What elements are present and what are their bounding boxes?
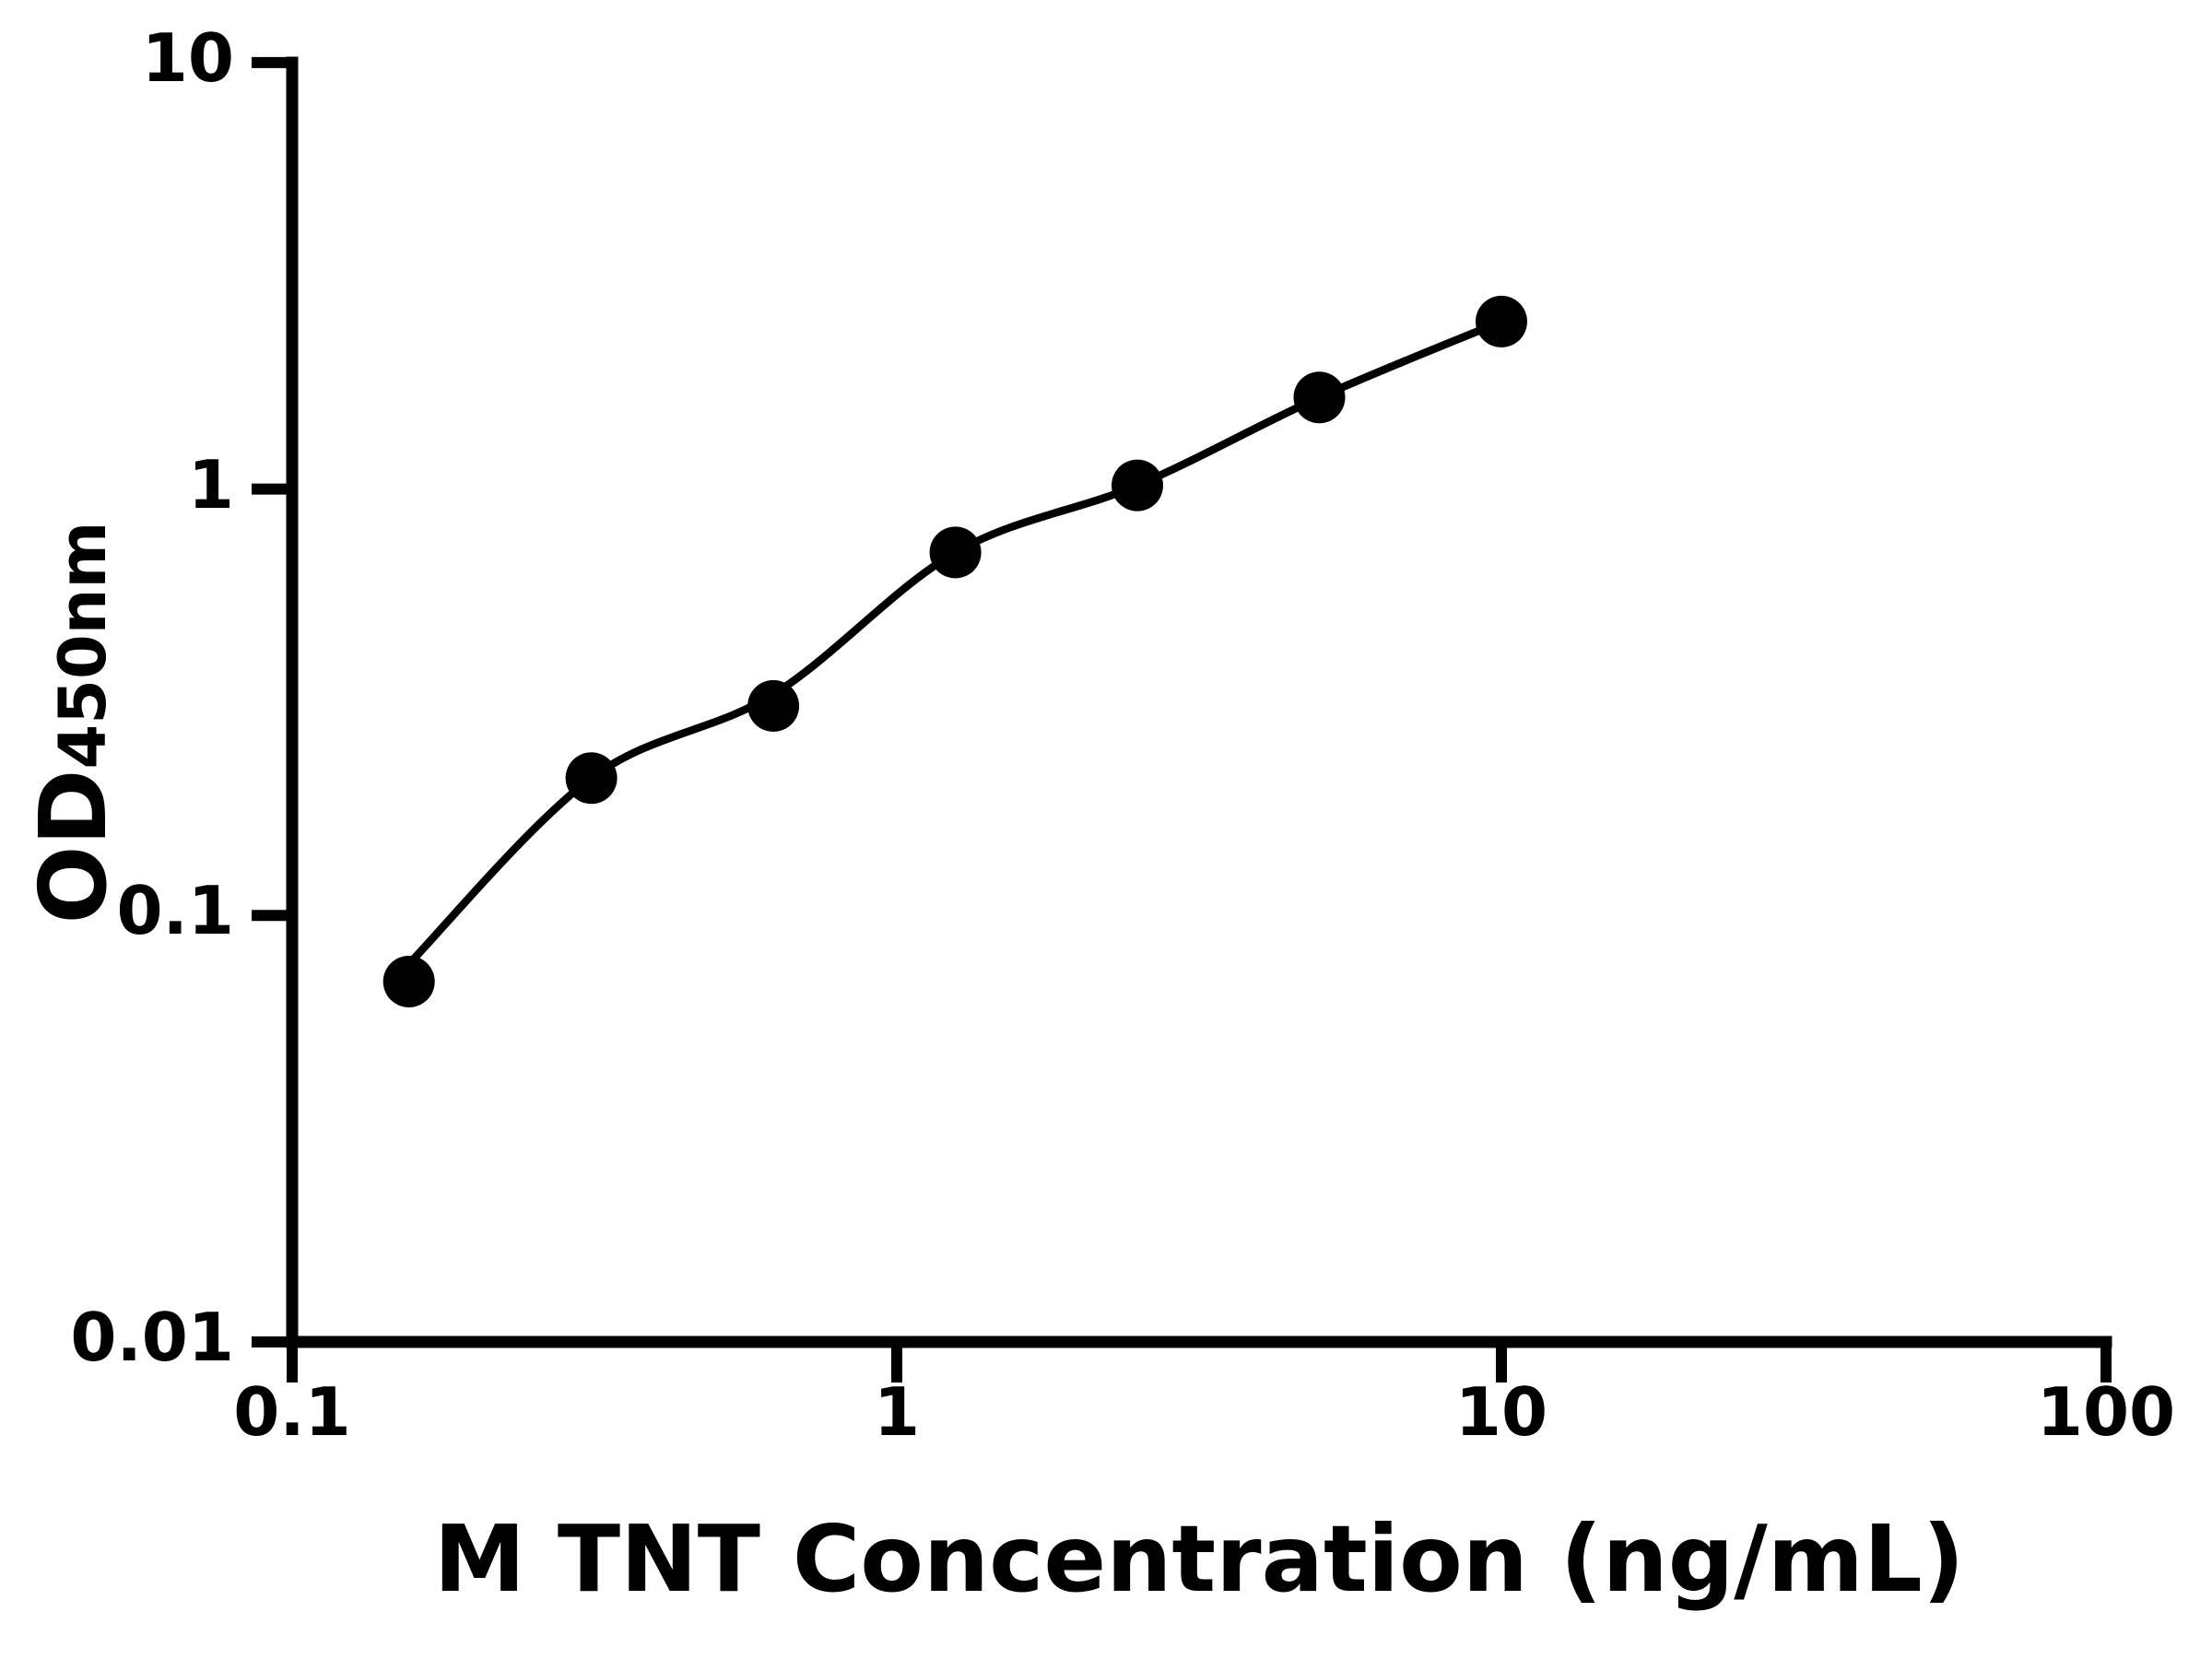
data-point [747,679,800,732]
y-tick-label: 10 [141,18,234,97]
data-point [382,956,435,1007]
y-tick-label: 1 [187,445,234,524]
y-tick-label: 0.01 [70,1298,234,1376]
fit-curve [405,317,1506,969]
x-tick-label: 0.1 [233,1373,351,1451]
data-point [1112,459,1163,512]
x-tick-label: 1 [873,1373,921,1451]
data-point [929,526,982,579]
x-tick-label: 10 [1454,1373,1548,1451]
y-axis-title: OD450nm [19,521,127,924]
data-point [565,752,618,805]
data-point [1293,371,1346,424]
x-axis-title: M TNT Concentration (ng/mL) [433,1505,1965,1613]
y-tick-label: 0.1 [116,872,234,950]
data-point [1476,295,1527,347]
y-axis-title-subscript: 450nm [45,521,121,770]
x-tick-label: 100 [2036,1373,2176,1451]
